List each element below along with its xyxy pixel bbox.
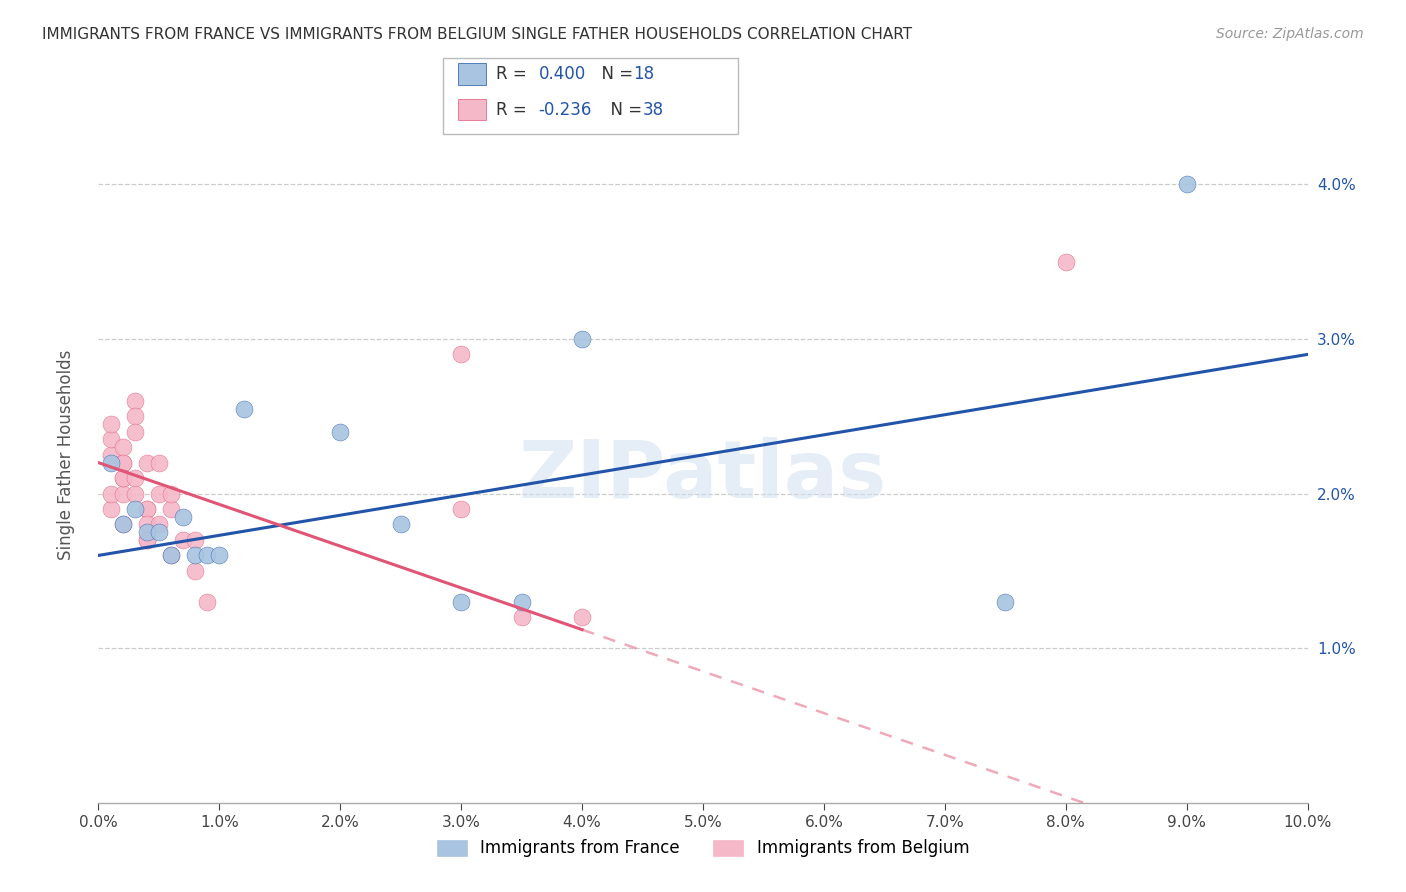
Point — [184, 533, 207, 547]
Text: 18: 18 — [633, 65, 654, 83]
Point — [160, 549, 183, 563]
Point — [100, 448, 122, 462]
Point — [184, 564, 207, 578]
Point — [1054, 254, 1077, 268]
Point — [100, 456, 122, 470]
Y-axis label: Single Father Households: Single Father Households — [56, 350, 75, 560]
Point — [124, 471, 146, 485]
Legend: Immigrants from France, Immigrants from Belgium: Immigrants from France, Immigrants from … — [430, 833, 976, 864]
Point — [135, 502, 157, 516]
Text: R =: R = — [496, 65, 533, 83]
Point — [160, 549, 183, 563]
Point — [111, 440, 134, 454]
Point — [135, 525, 157, 540]
Point — [135, 533, 157, 547]
Point — [111, 471, 134, 485]
Point — [160, 502, 183, 516]
Point — [450, 347, 472, 361]
Text: -0.236: -0.236 — [538, 101, 592, 119]
Point — [195, 549, 218, 563]
Point — [195, 595, 218, 609]
Point — [111, 517, 134, 532]
Point — [111, 456, 134, 470]
Text: 38: 38 — [643, 101, 664, 119]
Text: ZIPatlas: ZIPatlas — [519, 437, 887, 515]
Point — [172, 509, 194, 524]
Text: N =: N = — [591, 65, 638, 83]
Point — [135, 456, 157, 470]
Point — [172, 533, 194, 547]
Point — [510, 595, 533, 609]
Point — [111, 486, 134, 500]
Text: IMMIGRANTS FROM FRANCE VS IMMIGRANTS FROM BELGIUM SINGLE FATHER HOUSEHOLDS CORRE: IMMIGRANTS FROM FRANCE VS IMMIGRANTS FRO… — [42, 27, 912, 42]
Point — [111, 456, 134, 470]
Point — [124, 502, 146, 516]
Text: N =: N = — [600, 101, 648, 119]
Point — [124, 486, 146, 500]
Point — [450, 502, 472, 516]
Text: 0.400: 0.400 — [538, 65, 586, 83]
Point — [100, 417, 122, 431]
Point — [124, 393, 146, 408]
Point — [160, 486, 183, 500]
Point — [329, 425, 352, 439]
Point — [135, 533, 157, 547]
Point — [148, 486, 170, 500]
Point — [124, 409, 146, 424]
Point — [232, 401, 254, 416]
Point — [184, 549, 207, 563]
Point — [135, 517, 157, 532]
Point — [994, 595, 1017, 609]
Point — [100, 486, 122, 500]
Point — [148, 456, 170, 470]
Point — [148, 517, 170, 532]
Point — [111, 471, 134, 485]
Point — [148, 525, 170, 540]
Point — [389, 517, 412, 532]
Point — [124, 425, 146, 439]
Point — [510, 610, 533, 624]
Point — [100, 502, 122, 516]
Point — [208, 549, 231, 563]
Point — [111, 517, 134, 532]
Text: Source: ZipAtlas.com: Source: ZipAtlas.com — [1216, 27, 1364, 41]
Text: R =: R = — [496, 101, 533, 119]
Point — [1175, 178, 1198, 192]
Point — [571, 610, 593, 624]
Point — [450, 595, 472, 609]
Point — [100, 433, 122, 447]
Point — [571, 332, 593, 346]
Point — [135, 502, 157, 516]
